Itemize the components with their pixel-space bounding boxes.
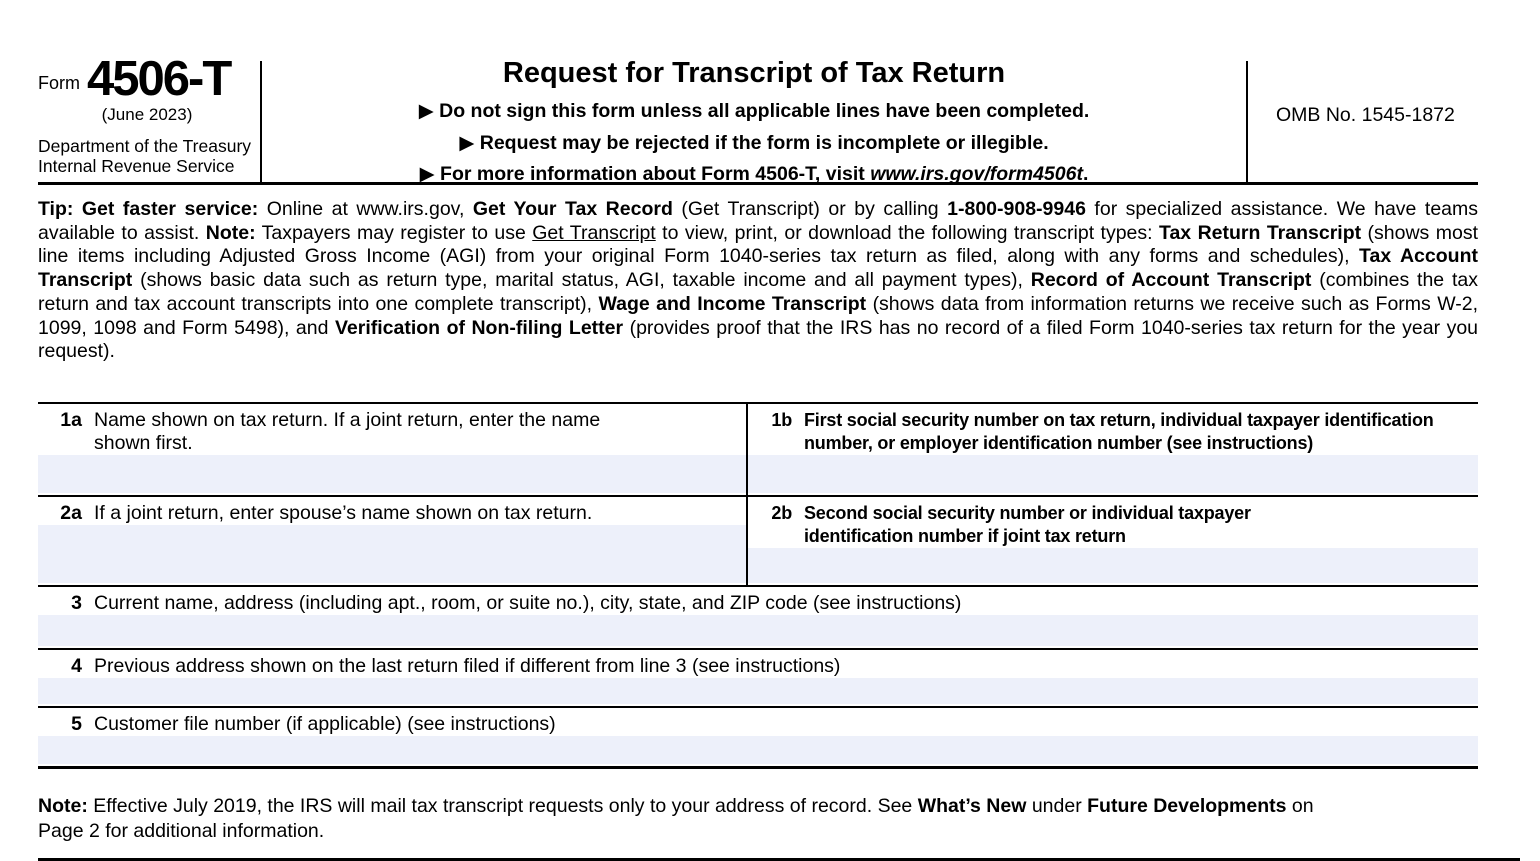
text-run: Get Transcript [532, 221, 656, 244]
text-run: (Get Transcript) or by calling [672, 198, 948, 220]
form-revision-date: (June 2023) [101, 105, 193, 124]
text-run: Effective July 2019, the IRS will mail t… [87, 794, 918, 817]
field-4-cell: 4 Previous address shown on the last ret… [38, 650, 1478, 706]
bottom-note: Note: Effective July 2019, the IRS will … [38, 794, 1478, 845]
field-3-label: Current name, address (including apt., r… [94, 591, 962, 614]
field-5-number: 5 [71, 712, 82, 735]
field-3-number: 3 [71, 591, 82, 614]
text-run: (shows most line items including Adjuste… [38, 221, 1478, 268]
table-row-3: 3 Current name, address (including apt.,… [38, 587, 1478, 650]
field-1a-input[interactable] [38, 454, 746, 493]
text-run: (provides proof that the IRS has no reco… [38, 316, 1479, 363]
page-bottom-rule [38, 857, 1520, 861]
text-run: Tax Account Transcript [38, 245, 1478, 292]
header-instruction-3: ▶ For more information about Form 4506-T… [260, 159, 1248, 191]
agency-line-2: Internal Revenue Service [38, 156, 235, 176]
field-1b-label-row: 1b First social security number on tax r… [748, 404, 1478, 455]
text-run: Get Your Tax Record [472, 198, 673, 220]
omb-block: OMB No. 1545-1872 [1248, 40, 1478, 182]
agency-line-1: Department of the Treasury [38, 136, 252, 156]
form-word: Form [38, 73, 80, 93]
field-2a-input[interactable] [38, 524, 746, 583]
text-run: 1-800-908-9946 [947, 198, 1086, 220]
text-run: ▶ For more information about Form 4506-T… [419, 163, 871, 185]
text-run: Online at www.irs.gov, [266, 198, 473, 220]
form-title: Request for Transcript of Tax Return [502, 57, 1006, 89]
header-divider-right [1246, 61, 1248, 182]
text-run: What’s New [917, 794, 1027, 817]
field-2a-label: If a joint return, enter spouse’s name s… [94, 501, 593, 524]
field-1b-input[interactable] [748, 454, 1478, 493]
text-run: ▶ Request may be rejected if the form is… [459, 131, 1049, 154]
table-row-1: 1a Name shown on tax return. If a joint … [38, 403, 1478, 497]
form-number-line: Form 4506-T [38, 52, 260, 106]
field-2b-cell: 2b Second social security number or indi… [748, 497, 1478, 585]
text-run: Tax Return Transcript [1158, 221, 1362, 244]
text-run: Verification of Non-filing Letter [334, 316, 624, 339]
text-run: Tip: Get faster service: [38, 198, 267, 220]
header-divider-left [260, 61, 262, 182]
text-run: www.irs.gov/form4506t [870, 163, 1083, 185]
text-run: (shows data from information returns we … [38, 292, 1479, 339]
field-5-label-row: 5 Customer file number (if applicable) (… [38, 708, 1478, 736]
text-run: under [1026, 794, 1088, 817]
text-run: for specialized assistance. We have team… [38, 198, 1478, 244]
field-4-label-row: 4 Previous address shown on the last ret… [38, 650, 1478, 678]
field-4-input[interactable] [38, 677, 1478, 704]
field-1a-label-row: 1a Name shown on tax return. If a joint … [38, 404, 746, 455]
field-5-input[interactable] [38, 735, 1478, 764]
field-3-label-row: 3 Current name, address (including apt.,… [38, 587, 1478, 615]
field-2b-input[interactable] [748, 547, 1478, 583]
text-run: . [1082, 163, 1089, 185]
field-1a-number: 1a [60, 408, 82, 431]
text-run: Note: [38, 794, 88, 817]
form-title-block: Request for Transcript of Tax Return ▶ D… [260, 40, 1248, 185]
table-row-2: 2a If a joint return, enter spouse’s nam… [38, 496, 1478, 587]
text-run: Note: [205, 221, 256, 244]
field-2a-number: 2a [60, 501, 82, 524]
field-1b-cell: 1b First social security number on tax r… [748, 404, 1478, 495]
field-5-cell: 5 Customer file number (if applicable) (… [38, 708, 1478, 766]
text-run: on Page 2 for additional information. [38, 794, 1314, 843]
text-run: Wage and Income Transcript [598, 292, 867, 315]
form-fields-table: 1a Name shown on tax return. If a joint … [38, 401, 1478, 769]
table-row-5: 5 Customer file number (if applicable) (… [38, 708, 1478, 769]
field-4-label: Previous address shown on the last retur… [94, 654, 841, 677]
form-number: 4506-T [87, 52, 232, 106]
text-run: Record of Account Transcript [1030, 269, 1312, 292]
text-run: to view, print, or download the followin… [655, 221, 1159, 244]
form-header: Form 4506-T (June 2023) Department of th… [38, 40, 1478, 185]
field-2b-label-row: 2b Second social security number or indi… [748, 497, 1478, 548]
field-2a-cell: 2a If a joint return, enter spouse’s nam… [38, 496, 748, 585]
field-4-number: 4 [71, 654, 82, 677]
text-run: (combines the tax return and tax account… [38, 269, 1479, 315]
agency-name: Department of the Treasury Internal Reve… [38, 136, 260, 176]
table-row-4: 4 Previous address shown on the last ret… [38, 650, 1478, 708]
field-1b-number: 1b [771, 409, 792, 430]
field-1a-cell: 1a Name shown on tax return. If a joint … [38, 403, 748, 495]
field-5-label: Customer file number (if applicable) (se… [94, 712, 556, 735]
header-instruction-2: ▶ Request may be rejected if the form is… [260, 128, 1248, 160]
field-3-cell: 3 Current name, address (including apt.,… [38, 587, 1478, 648]
field-2a-label-row: 2a If a joint return, enter spouse’s nam… [38, 497, 746, 525]
header-instructions: ▶ Do not sign this form unless all appli… [260, 96, 1248, 191]
header-instruction-1: ▶ Do not sign this form unless all appli… [260, 96, 1248, 128]
text-run: ▶ Do not sign this form unless all appli… [418, 100, 1090, 122]
text-run: (shows basic data such as return type, m… [132, 269, 1031, 292]
tip-paragraph: Tip: Get faster service: Online at www.i… [38, 198, 1478, 364]
omb-number: OMB No. 1545-1872 [1276, 103, 1455, 126]
text-run: Future Developments [1087, 794, 1287, 817]
text-run: Taxpayers may register to use [255, 221, 533, 244]
form-identity-block: Form 4506-T (June 2023) Department of th… [38, 40, 260, 182]
field-1a-label: Name shown on tax return. If a joint ret… [94, 408, 601, 454]
field-3-input[interactable] [38, 614, 1478, 646]
field-1b-label: First social security number on tax retu… [804, 409, 1434, 453]
field-2b-label: Second social security number or individ… [804, 502, 1251, 546]
field-2b-number: 2b [771, 502, 792, 523]
